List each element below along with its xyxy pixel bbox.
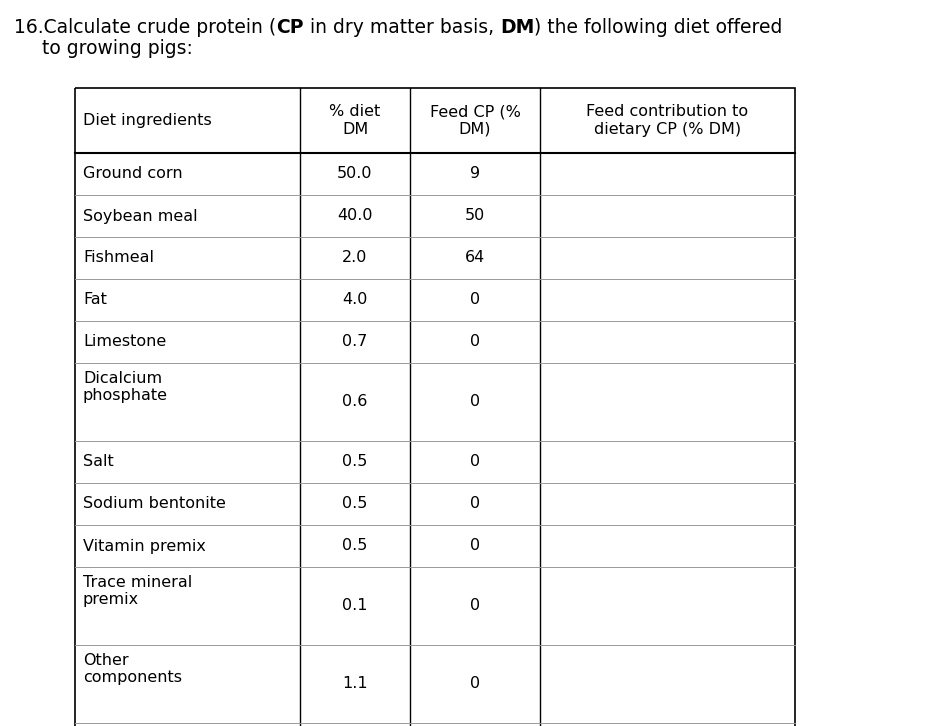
Text: Diet ingredients: Diet ingredients — [83, 113, 211, 128]
Text: 0.6: 0.6 — [343, 394, 367, 409]
Text: 50: 50 — [465, 208, 486, 224]
Text: 0: 0 — [470, 677, 480, 691]
Text: 1.1: 1.1 — [342, 677, 367, 691]
Text: 0.7: 0.7 — [343, 335, 367, 349]
Text: 0: 0 — [470, 335, 480, 349]
Text: 0: 0 — [470, 394, 480, 409]
Text: ) the following diet offered: ) the following diet offered — [534, 18, 783, 37]
Text: 0: 0 — [470, 539, 480, 553]
Text: 2.0: 2.0 — [343, 250, 367, 266]
Text: 0: 0 — [470, 293, 480, 308]
Text: 0.5: 0.5 — [343, 454, 367, 470]
Text: Limestone: Limestone — [83, 335, 167, 349]
Text: 0.5: 0.5 — [343, 497, 367, 512]
Text: 0.1: 0.1 — [343, 598, 367, 613]
Text: Other
components: Other components — [83, 653, 182, 685]
Text: 0.5: 0.5 — [343, 539, 367, 553]
Text: 40.0: 40.0 — [337, 208, 373, 224]
Text: Trace mineral
premix: Trace mineral premix — [83, 575, 192, 608]
Text: 50.0: 50.0 — [337, 166, 373, 182]
Text: CP: CP — [276, 18, 304, 37]
Text: Soybean meal: Soybean meal — [83, 208, 198, 224]
Text: 9: 9 — [470, 166, 480, 182]
Text: DM: DM — [500, 18, 534, 37]
Text: % diet
DM: % diet DM — [329, 105, 381, 136]
Text: 0: 0 — [470, 598, 480, 613]
Text: 64: 64 — [465, 250, 486, 266]
Text: Ground corn: Ground corn — [83, 166, 183, 182]
Text: Feed CP (%
DM): Feed CP (% DM) — [429, 105, 521, 136]
Text: Fat: Fat — [83, 293, 107, 308]
Text: Vitamin premix: Vitamin premix — [83, 539, 206, 553]
Text: Dicalcium
phosphate: Dicalcium phosphate — [83, 371, 168, 404]
Text: Fishmeal: Fishmeal — [83, 250, 154, 266]
Text: 0: 0 — [470, 497, 480, 512]
Text: 0: 0 — [470, 454, 480, 470]
Text: to growing pigs:: to growing pigs: — [42, 39, 193, 58]
Text: in dry matter basis,: in dry matter basis, — [304, 18, 500, 37]
Text: 16.Calculate crude protein (: 16.Calculate crude protein ( — [14, 18, 276, 37]
Text: Salt: Salt — [83, 454, 113, 470]
Text: Sodium bentonite: Sodium bentonite — [83, 497, 226, 512]
Bar — [75, 88, 795, 726]
Text: Feed contribution to
dietary CP (% DM): Feed contribution to dietary CP (% DM) — [586, 105, 748, 136]
Text: 4.0: 4.0 — [343, 293, 367, 308]
